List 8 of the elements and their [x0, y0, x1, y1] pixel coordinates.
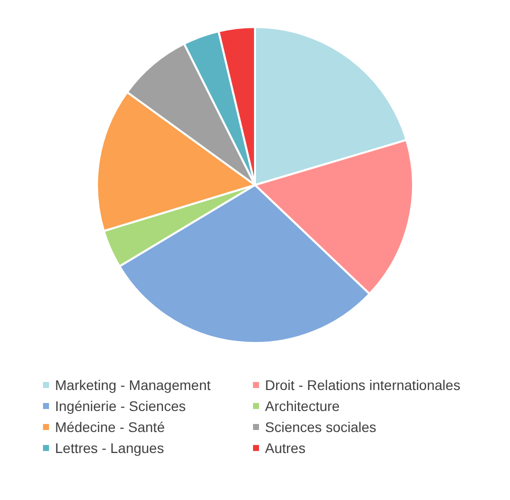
legend-label: Lettres - Langues [55, 440, 164, 456]
legend-label: Autres [265, 440, 306, 456]
legend-label: Sciences sociales [265, 419, 376, 435]
legend-label: Ingénierie - Sciences [55, 398, 186, 414]
legend-label: Architecture [265, 398, 340, 414]
legend-label: Marketing - Management [55, 377, 211, 393]
legend-label: Droit - Relations internationales [265, 377, 460, 393]
legend-label: Médecine - Santé [55, 419, 165, 435]
